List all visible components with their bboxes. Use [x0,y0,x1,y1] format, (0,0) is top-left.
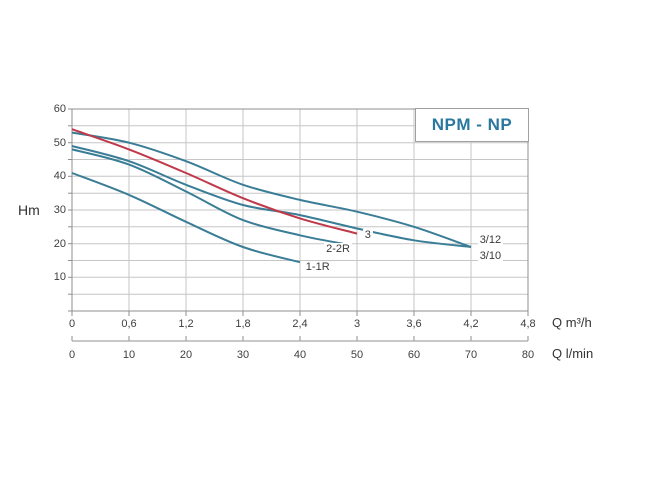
x-tick-label-lmin: 60 [407,349,421,361]
chart-title: NPM - NP [431,115,513,134]
x-tick-label-lmin: 40 [293,349,307,361]
y-tick-label: 20 [53,237,66,250]
y-axis-label: Hm [18,202,40,218]
curve-3 [71,128,358,235]
curve-annotation-3/12: 3/12 [477,234,504,247]
x-tick-label-m3h: 0 [68,318,76,330]
x-tick-label-m3h: 1,8 [235,318,251,330]
x-tick-label-lmin: 0 [68,349,76,361]
y-tick-label: 60 [53,103,66,115]
x-tick-label-lmin: 70 [464,349,478,361]
x-tick-label-m3h: 0,6 [121,318,137,330]
curve-annotation-3: 3 [362,228,373,241]
x-tick-label-m3h: 4,8 [520,318,536,330]
x-axis-primary-unit-label: Q m³/h [552,315,592,330]
y-tick-label: 40 [53,170,66,183]
curve-annotation-1-1R: 1-1R [303,260,332,273]
x-tick-label-lmin: 50 [350,349,364,361]
x-tick-label-lmin: 20 [179,349,193,361]
x-tick-label-lmin: 10 [122,349,136,361]
curve-annotation-2-2R: 2-2R [324,243,352,256]
x-axis-secondary-unit-label: Q l/min [552,346,594,361]
curve-3/10 [71,145,472,248]
chart-title-box: NPM - NP [415,108,529,142]
x-tick-label-m3h: 3,6 [406,318,422,330]
x-tick-label-m3h: 3 [353,318,361,330]
x-tick-label-lmin: 80 [521,349,535,361]
y-tick-label: 10 [53,271,66,284]
y-tick-label: 30 [53,204,66,216]
x-tick-label-m3h: 1,2 [178,318,194,330]
curve-1-1R [71,172,301,264]
x-tick-label-m3h: 4,2 [463,318,479,330]
curve-annotation-3/10: 3/10 [477,249,504,262]
x-tick-label-m3h: 2,4 [292,318,308,330]
y-tick-label: 50 [53,136,66,149]
x-tick-label-lmin: 30 [236,349,250,361]
curve-3/12 [71,131,472,248]
curve-2-2R [71,148,343,245]
